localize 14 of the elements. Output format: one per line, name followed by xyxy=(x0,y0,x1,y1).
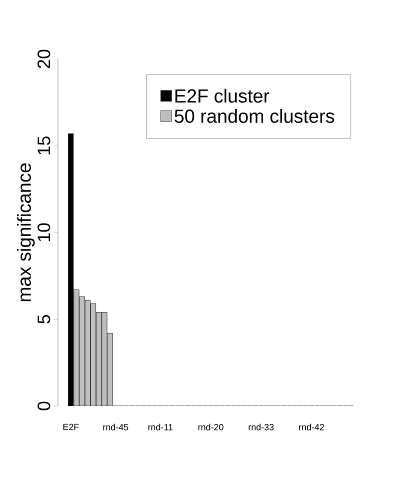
legend-label: E2F cluster xyxy=(175,88,270,103)
y-tick-label: 15 xyxy=(38,136,50,154)
y-tick-label: 5 xyxy=(38,315,50,324)
y-tick-label: 20 xyxy=(38,50,50,68)
y-tick-label: 10 xyxy=(38,223,50,242)
y-tick-label: 0 xyxy=(38,402,50,410)
x-tick-label: E2F xyxy=(63,424,79,430)
x-tick-label: rnd-33 xyxy=(248,424,274,430)
legend-label: 50 random clusters xyxy=(174,108,334,123)
x-tick-label: rnd-11 xyxy=(148,424,173,430)
y-axis-title: max significance xyxy=(17,163,35,302)
x-tick-label: rnd-45 xyxy=(103,424,128,430)
x-tick-label: rnd-42 xyxy=(299,424,324,430)
x-tick-label: rnd-20 xyxy=(198,424,224,430)
